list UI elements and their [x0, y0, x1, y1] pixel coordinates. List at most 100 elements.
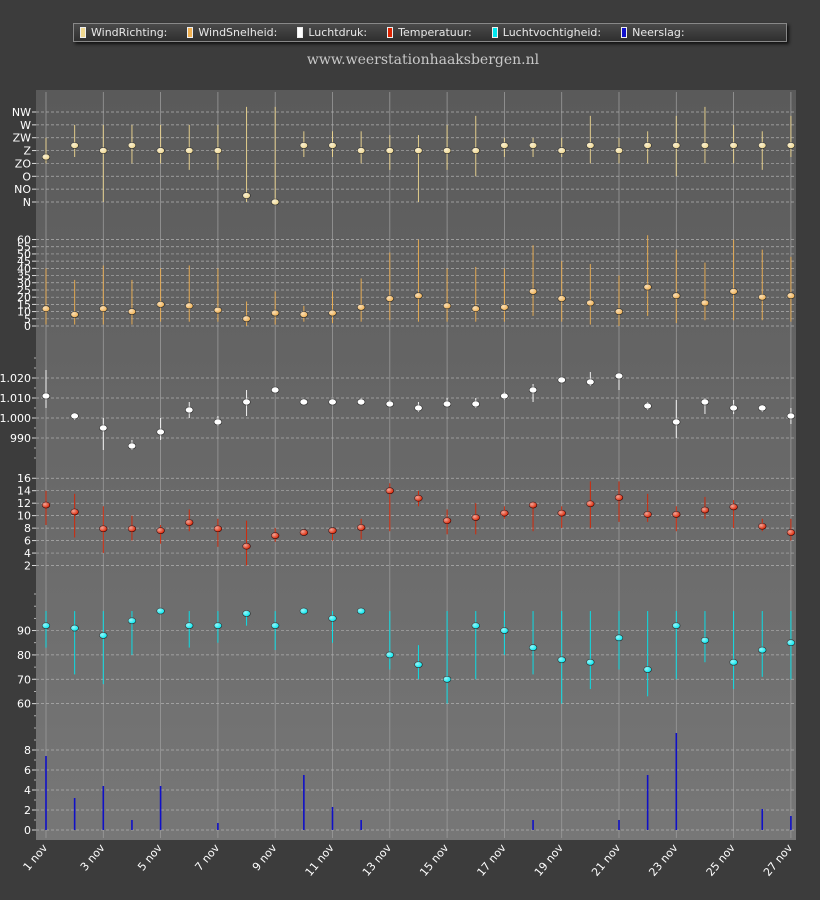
- data-point-highlight: [128, 617, 136, 624]
- legend-item: Neerslag:: [621, 26, 685, 39]
- data-point-highlight: [328, 615, 337, 622]
- x-tick-label: 9 nov: [250, 841, 280, 873]
- data-point-highlight: [70, 311, 79, 318]
- y-tick-label: NO: [14, 183, 31, 196]
- y-tick-label: Z: [23, 145, 31, 158]
- data-point-highlight: [242, 399, 251, 405]
- x-tick-label: 3 nov: [78, 841, 108, 873]
- y-tick-label: 8: [24, 522, 31, 535]
- data-point-highlight: [271, 310, 280, 317]
- data-point-highlight: [386, 651, 394, 658]
- data-point-highlight: [70, 625, 79, 632]
- data-point-highlight: [443, 302, 451, 309]
- data-point-highlight: [300, 608, 308, 615]
- y-tick-label: 6: [24, 535, 31, 548]
- x-tick-label: 23 nov: [646, 841, 681, 879]
- y-tick-label: 20: [17, 291, 31, 304]
- data-point-highlight: [701, 637, 709, 644]
- legend-item: Luchtvochtigheid:: [491, 26, 602, 39]
- data-point-highlight: [300, 529, 308, 536]
- data-point-highlight: [185, 519, 194, 526]
- y-tick-label: 45: [17, 255, 31, 268]
- y-tick-label: ZW: [13, 132, 32, 145]
- data-point-highlight: [529, 644, 537, 651]
- x-tick-label: 5 nov: [135, 841, 165, 873]
- data-point-highlight: [729, 288, 738, 295]
- data-point-highlight: [729, 405, 738, 411]
- y-tick-label: 2: [24, 804, 31, 817]
- y-tick-label: 4: [24, 784, 31, 797]
- data-point-highlight: [500, 393, 509, 399]
- data-point-highlight: [99, 305, 108, 312]
- legend-swatch: [297, 27, 304, 38]
- data-point-highlight: [357, 304, 365, 311]
- data-point-highlight: [557, 656, 566, 663]
- y-tick-label: N: [23, 196, 31, 209]
- y-tick-label: 55: [17, 241, 31, 254]
- data-point-highlight: [758, 405, 767, 411]
- data-point-highlight: [300, 399, 308, 405]
- data-point-highlight: [500, 304, 509, 311]
- y-tick-label: 1.010: [0, 392, 31, 405]
- data-point-highlight: [443, 676, 451, 683]
- data-point-highlight: [787, 413, 795, 419]
- data-point-highlight: [729, 659, 738, 666]
- data-point-highlight: [70, 142, 79, 149]
- data-point-highlight: [414, 405, 423, 411]
- data-point-highlight: [214, 147, 222, 154]
- y-tick-label: 2: [24, 560, 31, 573]
- data-point-highlight: [643, 284, 652, 291]
- data-point-highlight: [42, 305, 50, 312]
- data-point-highlight: [787, 529, 795, 536]
- data-point-highlight: [357, 399, 365, 405]
- y-tick-label: 5: [24, 313, 31, 326]
- y-tick-label: 12: [17, 497, 31, 510]
- data-point-highlight: [615, 147, 623, 154]
- data-point-highlight: [357, 147, 365, 154]
- y-tick-label: 90: [17, 625, 31, 638]
- x-tick-label: 21 nov: [589, 841, 624, 879]
- data-point-highlight: [70, 508, 79, 515]
- data-point-highlight: [156, 608, 165, 615]
- legend-swatch: [80, 27, 86, 38]
- legend-item: WindSnelheid:: [187, 26, 277, 39]
- data-point-highlight: [701, 299, 709, 306]
- data-point-highlight: [128, 525, 136, 532]
- data-point-highlight: [672, 511, 681, 518]
- y-tick-label: 10: [17, 510, 31, 523]
- data-point-highlight: [328, 527, 337, 534]
- chart-legend: WindRichting: WindSnelheid: Luchtdruk: Temp…: [73, 23, 787, 42]
- x-tick-label: 19 nov: [532, 841, 567, 879]
- data-point-highlight: [557, 510, 566, 517]
- data-point-highlight: [214, 525, 222, 532]
- legend-label: WindRichting:: [91, 26, 168, 39]
- data-point-highlight: [357, 608, 365, 615]
- data-point-highlight: [471, 622, 480, 629]
- y-tick-label: 0: [24, 320, 31, 333]
- x-tick-label: 27 nov: [761, 841, 796, 879]
- y-tick-label: ZO: [15, 157, 32, 170]
- legend-item: Temperatuur:: [387, 26, 472, 39]
- y-tick-label: 990: [10, 432, 31, 445]
- data-point-highlight: [156, 147, 165, 154]
- y-tick-label: 80: [17, 649, 31, 662]
- legend-label: Neerslag:: [632, 26, 685, 39]
- y-tick-label: O: [22, 170, 31, 183]
- data-point-highlight: [443, 147, 451, 154]
- data-point-highlight: [242, 315, 251, 322]
- y-tick-label: 0: [24, 824, 31, 837]
- data-point-highlight: [386, 401, 394, 407]
- data-point-highlight: [758, 647, 767, 654]
- legend-label: Luchtvochtigheid:: [502, 26, 602, 39]
- data-point-highlight: [42, 393, 50, 399]
- data-point-highlight: [328, 310, 337, 317]
- data-point-highlight: [156, 527, 165, 534]
- x-tick-label: 1 nov: [21, 841, 51, 873]
- legend-item: Luchtdruk:: [297, 26, 367, 39]
- data-point-highlight: [386, 147, 394, 154]
- data-point-highlight: [672, 292, 681, 299]
- y-tick-label: 8: [24, 744, 31, 757]
- plot-background: [36, 90, 796, 840]
- y-tick-label: NW: [12, 106, 31, 119]
- data-point-highlight: [471, 147, 480, 154]
